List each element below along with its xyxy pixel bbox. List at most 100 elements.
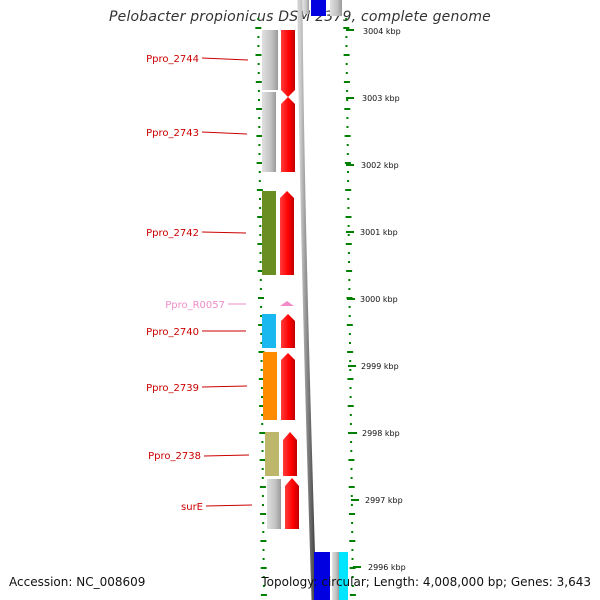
genome-backbone <box>297 0 317 600</box>
kbp-scale: 3004 kbp 3003 kbp 3002 kbp 3001 kbp 3000… <box>346 27 406 572</box>
tick-mark <box>347 378 354 380</box>
tick-mark <box>349 396 352 398</box>
gene-arrow-ppro-2740 <box>281 314 295 348</box>
tick-mark <box>257 270 264 272</box>
tick-mark <box>345 243 352 245</box>
gene-arrow-track <box>280 30 299 529</box>
kbp-label: 3002 kbp <box>361 161 399 170</box>
tick-mark <box>261 468 264 470</box>
tick-mark <box>260 369 263 371</box>
tick-mark <box>258 117 261 119</box>
tick-mark <box>259 198 261 200</box>
tick-mark <box>257 243 264 245</box>
cog-bar-ppro-2740 <box>262 314 276 348</box>
cog-bar-sure <box>267 479 281 529</box>
gene-arrow-ppro-2744 <box>281 30 295 97</box>
tick-mark <box>349 387 352 389</box>
gene-label[interactable]: Ppro_2744 <box>146 54 199 65</box>
tick-mark <box>259 279 262 281</box>
gene-arrow-ppro-2738 <box>283 432 297 476</box>
tick-mark <box>349 342 351 344</box>
tick-mark <box>345 216 352 218</box>
tick-mark <box>262 531 265 533</box>
gene-label[interactable]: Ppro_2743 <box>146 128 199 139</box>
tick-mark <box>259 225 262 227</box>
tick-mark <box>347 234 350 236</box>
kbp-label: 2998 kbp <box>362 429 400 438</box>
leader-ppro-2744 <box>201 57 249 61</box>
tick-mark <box>345 18 348 20</box>
gene-label[interactable]: Ppro_2742 <box>146 228 199 239</box>
tick-mark <box>345 189 352 191</box>
tick-mark <box>258 297 264 299</box>
tick-mark <box>261 441 264 443</box>
cog-bar-ppro-2742 <box>262 191 276 275</box>
tick-mark <box>345 72 348 74</box>
gene-arrow-sure <box>285 478 299 529</box>
tick-mark <box>347 351 354 353</box>
tick-mark <box>349 414 352 416</box>
leader-ppro-2739 <box>201 385 248 388</box>
tick-mark <box>259 261 262 263</box>
tick-mark <box>257 18 260 20</box>
tick-mark <box>346 324 353 326</box>
leader-ppro-2738 <box>203 454 250 457</box>
tick-mark <box>262 549 265 551</box>
tick-mark <box>257 90 260 92</box>
tick-mark <box>348 306 351 308</box>
tick-mark <box>260 513 267 515</box>
gene-label[interactable]: Ppro_2738 <box>148 451 201 462</box>
tick-mark <box>258 171 261 173</box>
tick-mark <box>258 180 261 182</box>
tick-mark <box>261 450 264 452</box>
tick-mark <box>346 144 349 146</box>
tick-mark <box>255 81 262 83</box>
tick-mark <box>343 81 350 83</box>
tick-mark <box>349 513 355 515</box>
tick-mark <box>262 558 265 560</box>
tick-mark <box>260 360 263 362</box>
gene-label[interactable]: Ppro_2739 <box>146 383 199 394</box>
tick-mark <box>345 63 348 65</box>
tick-mark <box>261 477 264 479</box>
tick-mark <box>347 207 350 209</box>
leader-ppro-2742 <box>201 231 247 234</box>
label-leader-lines <box>201 57 253 507</box>
gene-label[interactable]: Ppro_2740 <box>146 327 199 338</box>
tick-mark <box>349 369 352 371</box>
top-blue-segment <box>311 0 326 16</box>
tick-mark <box>260 594 267 596</box>
tick-mark <box>348 279 351 281</box>
tick-mark <box>256 189 263 191</box>
tick-mark <box>347 171 349 173</box>
bottom-blue-segment <box>314 552 330 600</box>
gene-label[interactable]: surE <box>181 502 203 513</box>
cog-bar-ppro-2738 <box>265 432 279 476</box>
tick-mark <box>344 135 351 137</box>
kbp-label: 3001 kbp <box>360 228 398 237</box>
tick-mark <box>344 108 351 110</box>
tick-mark <box>346 99 349 101</box>
tick-mark <box>350 468 353 470</box>
tick-mark <box>346 270 353 272</box>
tick-mark <box>255 54 262 56</box>
kbp-label: 3003 kbp <box>362 94 400 103</box>
tick-mark <box>259 252 262 254</box>
tick-mark <box>351 522 354 524</box>
tick-mark <box>258 378 265 380</box>
tick-mark <box>259 432 266 434</box>
gene-label[interactable]: Ppro_R0057 <box>165 300 225 311</box>
tick-mark <box>260 387 263 389</box>
leader-sure <box>205 504 253 507</box>
tick-mark <box>349 423 352 425</box>
tick-mark <box>256 135 263 137</box>
tick-mark <box>260 567 267 569</box>
tick-mark <box>257 45 260 47</box>
tick-mark <box>259 486 266 488</box>
tick-mark <box>343 27 350 29</box>
tick-mark <box>349 360 352 362</box>
gene-arrow-ppro-2739 <box>281 353 295 420</box>
tick-mark <box>348 261 350 263</box>
tick-mark <box>348 459 355 461</box>
